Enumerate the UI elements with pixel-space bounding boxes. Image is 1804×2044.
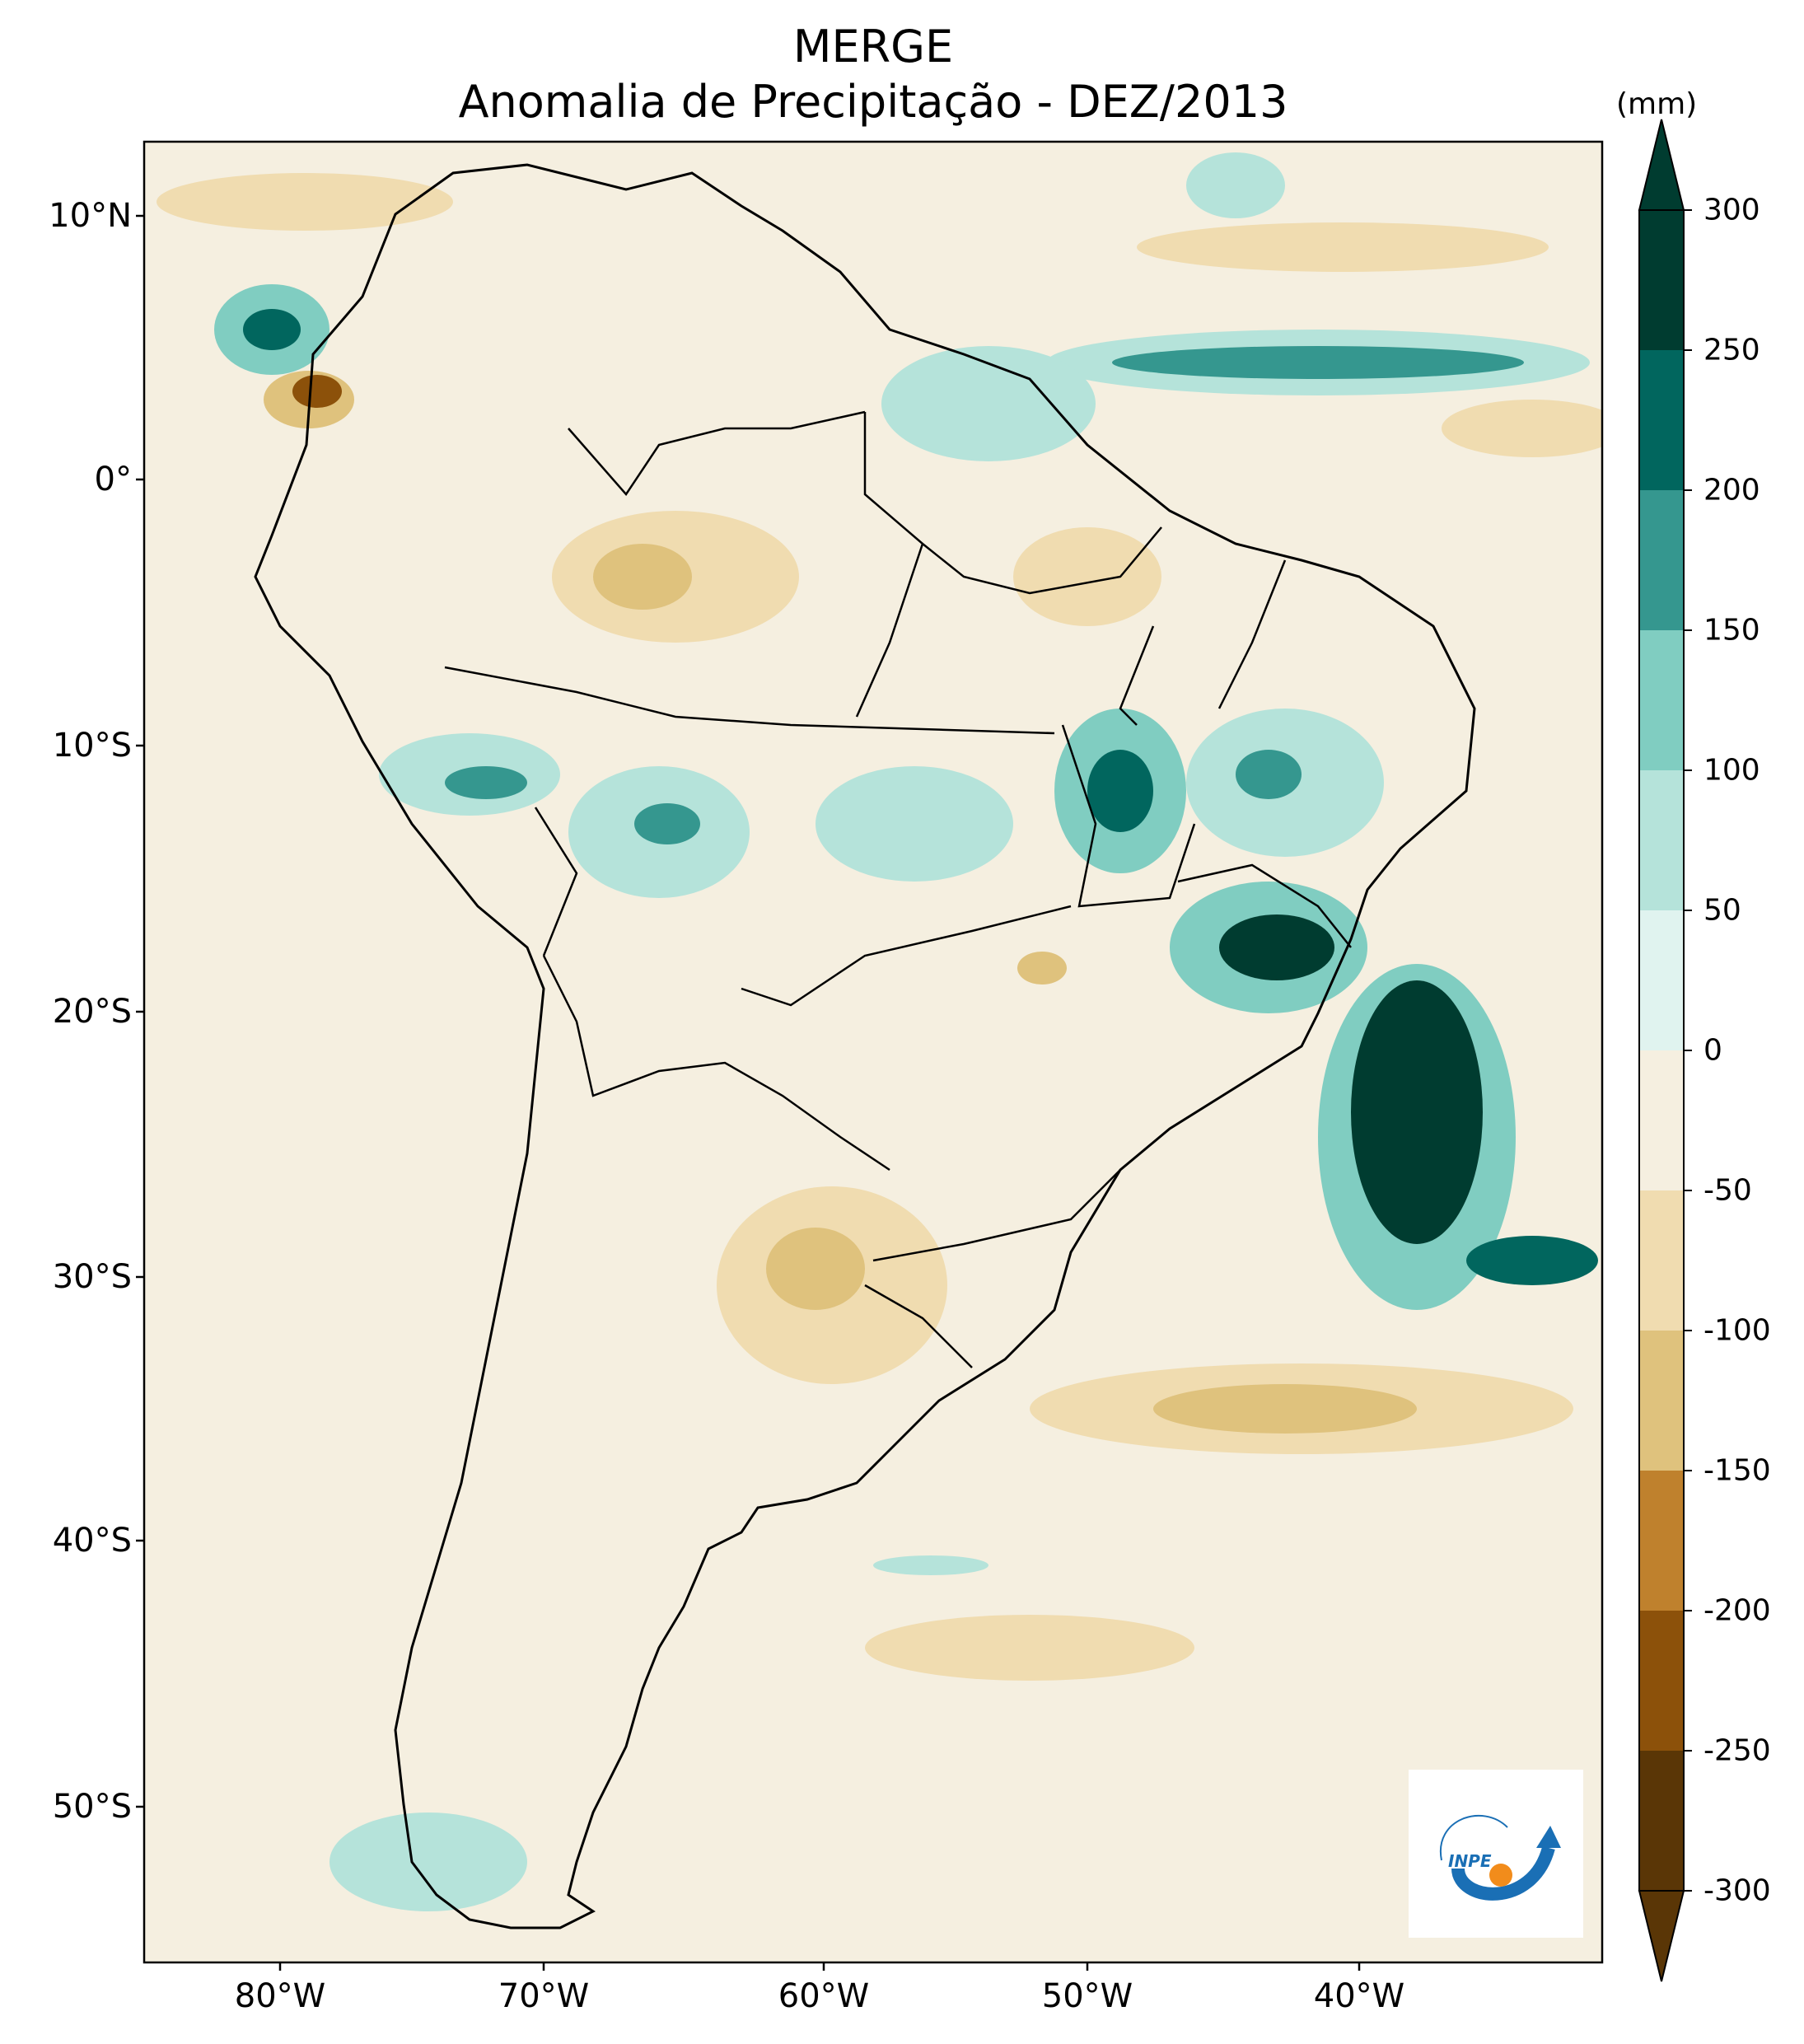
colorbar-segment <box>1639 910 1684 1051</box>
colorbar-segment <box>1639 1331 1684 1471</box>
colorbar-segment <box>1639 770 1684 911</box>
lon-label: 70°W <box>498 1977 590 2015</box>
logo-dot <box>1489 1864 1512 1887</box>
lon-label: 80°W <box>234 1977 326 2015</box>
inpe-logo: INPE <box>1409 1770 1583 1938</box>
colorbar-unit: (mm) <box>1616 87 1698 121</box>
map-subtitle: Anomalia de Precipitação - DEZ/2013 <box>458 76 1288 128</box>
south-america-coastline <box>254 163 1476 1929</box>
colorbar-extend-bottom <box>1638 1890 1685 1982</box>
axis-ticks <box>136 214 1361 1971</box>
lon-label: 60°W <box>778 1977 870 2015</box>
negative-anomaly-areas <box>157 173 1602 1681</box>
lat-label: 10°N <box>49 197 132 235</box>
lat-label: 40°S <box>52 1522 132 1560</box>
colorbar-segment <box>1639 1190 1684 1331</box>
colorbar-segment <box>1639 1471 1684 1611</box>
colorbar-segment <box>1639 1751 1684 1892</box>
colorbar-tick-label: 150 <box>1704 613 1760 648</box>
colorbar <box>1638 119 1692 1982</box>
colorbar-tick-label: -50 <box>1704 1173 1752 1208</box>
colorbar-tick-label: 300 <box>1704 193 1760 227</box>
lat-label: 30°S <box>52 1258 132 1296</box>
lon-label: 50°W <box>1041 1977 1133 2015</box>
colorbar-tick-label: 100 <box>1704 753 1760 788</box>
colorbar-tick-label: 200 <box>1704 473 1760 507</box>
colorbar-tick-label: 250 <box>1704 333 1760 367</box>
lat-label: 0° <box>94 461 132 498</box>
colorbar-tick-label: -150 <box>1704 1453 1771 1488</box>
colorbar-tick-label: -300 <box>1704 1873 1771 1908</box>
colorbar-segment <box>1639 1050 1684 1191</box>
lat-label: 50°S <box>52 1788 132 1826</box>
map-area <box>144 142 1602 1962</box>
lat-label: 10°S <box>52 727 132 765</box>
logo-text: INPE <box>1448 1851 1492 1871</box>
colorbar-segment <box>1639 350 1684 491</box>
map-frame <box>143 140 1604 1964</box>
colorbar-tick-label: 50 <box>1704 893 1741 928</box>
colorbar-tick-label: -250 <box>1704 1733 1771 1768</box>
colorbar-segment <box>1639 630 1684 771</box>
colorbar-segment <box>1639 490 1684 631</box>
positive-anomaly-areas <box>214 152 1598 1911</box>
colorbar-tick-label: -200 <box>1704 1593 1771 1628</box>
colorbar-extend-top <box>1638 119 1685 211</box>
map-title: MERGE <box>792 21 954 72</box>
colorbar-tick-label: 0 <box>1704 1033 1722 1068</box>
political-borders <box>444 410 1352 1368</box>
colorbar-segment <box>1639 1611 1684 1752</box>
colorbar-tick-label: -100 <box>1704 1313 1771 1348</box>
lon-label: 40°W <box>1313 1977 1405 2015</box>
colorbar-segment <box>1639 210 1684 351</box>
lat-label: 20°S <box>52 993 132 1031</box>
